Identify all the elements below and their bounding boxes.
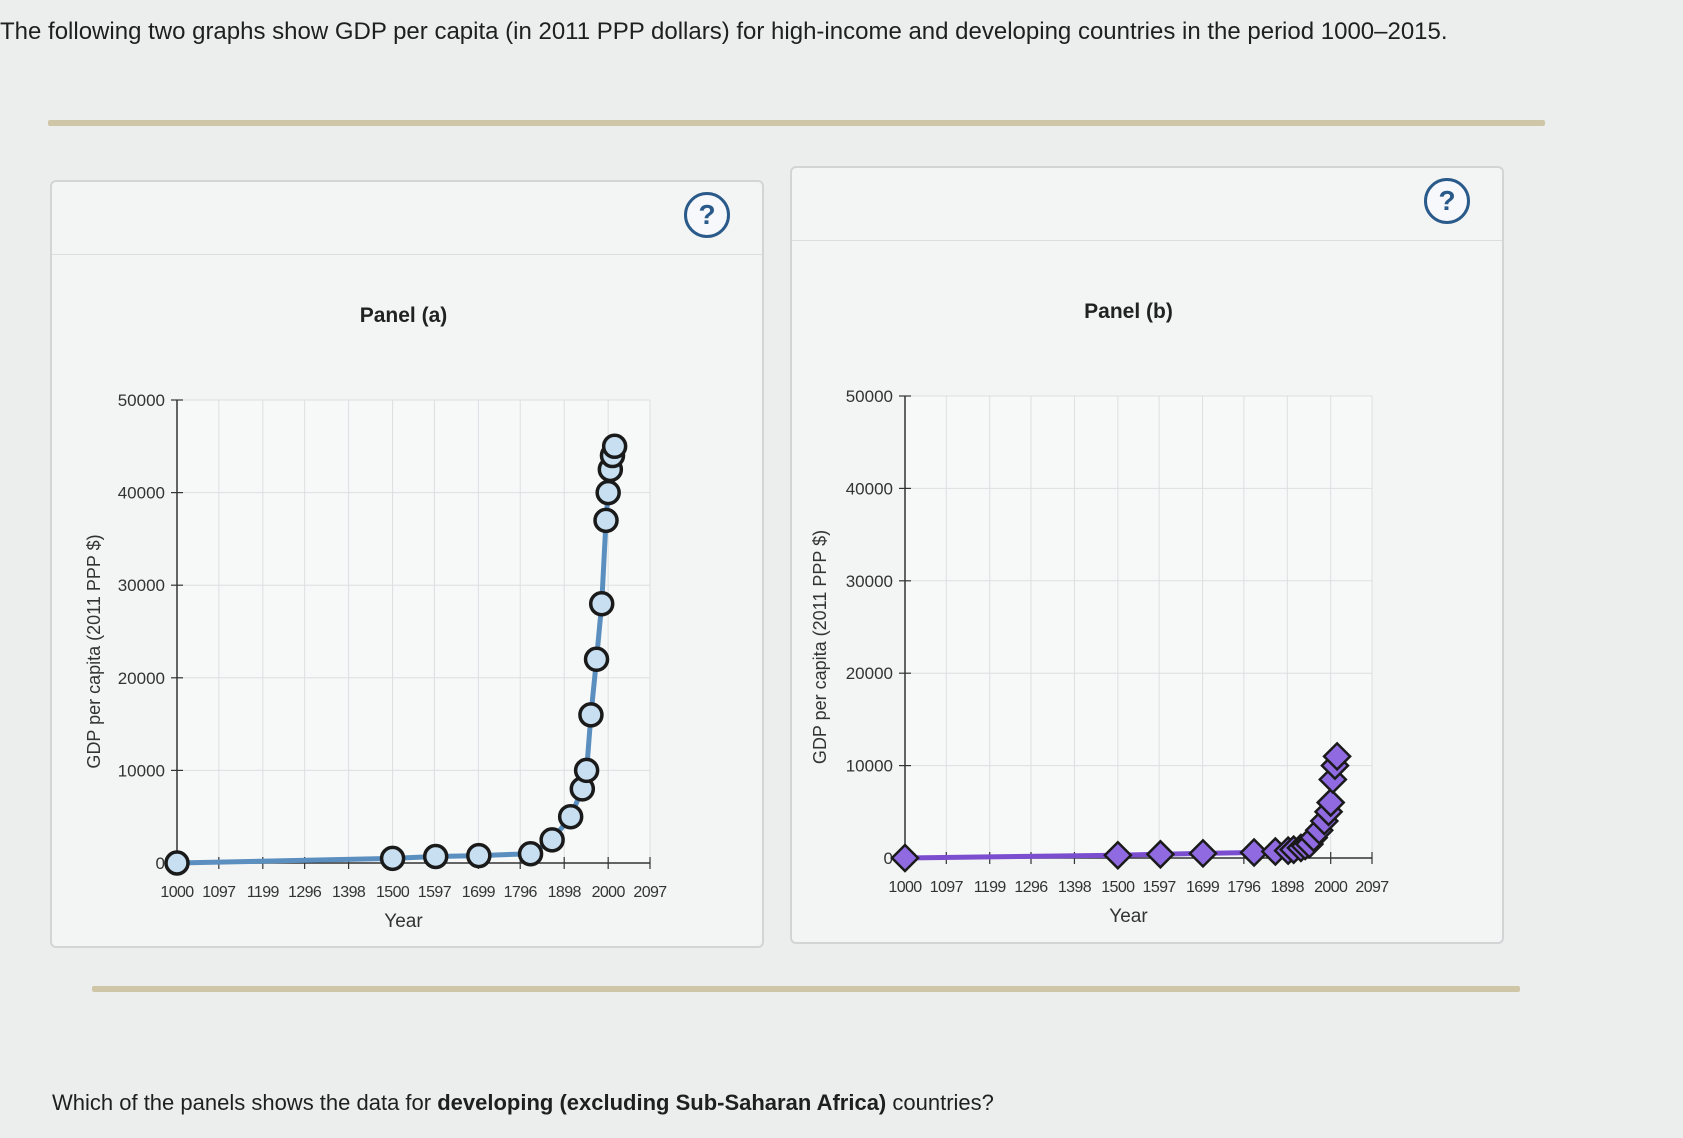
- question-prefix: Which of the panels shows the data for: [52, 1090, 438, 1115]
- panel-a-data-point: [466, 842, 492, 869]
- panel-a-y-tick-label: 20000: [118, 669, 165, 688]
- panel-b-x-label: Year: [1109, 906, 1148, 927]
- panel-b-data-point: [890, 843, 920, 873]
- panel-b-help-button[interactable]: ?: [1424, 178, 1470, 224]
- panel-b-data-point: [1322, 741, 1352, 772]
- panel-b-data-point: [1103, 840, 1133, 870]
- panel-a-data-point: [539, 827, 565, 853]
- question-emphasis: developing (excluding Sub-Saharan Africa…: [437, 1090, 887, 1115]
- panel-b-data-point: [1145, 839, 1176, 870]
- panel-b-x-tick-label: 2097: [1355, 879, 1389, 896]
- panel-b-data-point: [1188, 838, 1218, 869]
- question-mark-icon: ?: [1438, 185, 1456, 216]
- panel-a-x-tick-label: 1597: [418, 884, 452, 901]
- panel-a-data-point: [557, 803, 584, 830]
- panel-a-x-tick-label: 1000: [160, 884, 194, 901]
- panel-a-y-tick-label: 50000: [118, 391, 165, 410]
- panel-a-data-point: [601, 433, 628, 460]
- question-suffix: countries?: [886, 1090, 994, 1115]
- panel-a-x-tick-label: 1500: [376, 884, 410, 901]
- panel-a-data-point: [517, 840, 544, 867]
- bottom-divider: [92, 986, 1520, 992]
- panel-a-data-point: [422, 843, 449, 870]
- panel-a-data-point: [595, 479, 621, 506]
- panel-a-x-tick-label: 1097: [202, 884, 236, 901]
- panel-b-chart: 0 10000 20000 30000 40000 50000 1000 1097 1199 12…: [810, 300, 1390, 927]
- panel-a-header: [52, 182, 762, 255]
- panel-a: ? 0 10000 20000 30000 40000 50000 1000 1097 1199…: [50, 180, 764, 948]
- panel-b-y-tick-label: 0: [884, 849, 893, 868]
- panel-a-y-tick-label: 10000: [118, 761, 165, 780]
- panel-a-data-point: [164, 850, 190, 876]
- panel-b-x-tick-label: 1296: [1014, 879, 1048, 896]
- panel-a-x-tick-label: 2000: [592, 884, 626, 901]
- panel-b-x-tick-label: 1199: [974, 879, 1007, 896]
- panel-b-x-tick-label: 1796: [1227, 879, 1261, 896]
- panel-b-plot-area: [905, 396, 1372, 858]
- question-text: Which of the panels shows the data for d…: [52, 1090, 994, 1116]
- panel-b-y-label: GDP per capita (2011 PPP $): [810, 530, 830, 764]
- panel-b-header: [792, 168, 1502, 241]
- panel-b-x-tick-label: 1699: [1186, 879, 1220, 896]
- panel-a-y-tick-label: 30000: [118, 576, 165, 595]
- panel-b-y-tick-label: 10000: [846, 757, 893, 776]
- panel-b-x-tick-label: 1898: [1271, 879, 1305, 896]
- panel-a-chart: 0 10000 20000 30000 40000 50000 1000 1097 1199 12…: [84, 304, 668, 932]
- panel-b-y-tick-label: 30000: [846, 572, 893, 591]
- panel-a-y-tick-label: 0: [156, 854, 165, 873]
- panel-b-x-tick-label: 1597: [1143, 879, 1177, 896]
- panel-a-data-point: [593, 507, 619, 534]
- panel-a-x-tick-label: 1398: [332, 884, 366, 901]
- panel-b-data-point: [1239, 837, 1269, 868]
- panel-a-data-point: [573, 757, 600, 784]
- panel-b: ? 0 10000 20000 30000 40000 50000 1000 1097 1199…: [790, 166, 1504, 944]
- panel-a-x-tick-label: 1796: [504, 884, 538, 901]
- panel-a-x-tick-label: 1699: [462, 884, 496, 901]
- panel-a-data-point: [379, 845, 406, 872]
- panel-a-x-tick-label: 2097: [633, 884, 667, 901]
- panel-a-help-button[interactable]: ?: [684, 192, 730, 238]
- panel-b-y-tick-label: 40000: [846, 479, 893, 498]
- panel-b-x-tick-label: 1500: [1101, 879, 1135, 896]
- panel-a-data-point: [583, 646, 610, 673]
- top-divider: [48, 120, 1545, 126]
- panel-a-x-tick-label: 1296: [288, 884, 322, 901]
- intro-text: The following two graphs show GDP per ca…: [0, 18, 1448, 45]
- question-mark-icon: ?: [698, 199, 716, 230]
- panel-a-y-tick-label: 40000: [118, 484, 165, 503]
- panel-a-x-tick-label: 1898: [548, 884, 582, 901]
- panel-a-y-label: GDP per capita (2011 PPP $): [84, 534, 104, 768]
- panel-b-y-tick-label: 50000: [846, 387, 893, 406]
- panel-b-y-tick-label: 20000: [846, 664, 893, 683]
- panel-a-x-tick-label: 1199: [247, 884, 280, 901]
- panel-b-x-tick-label: 1000: [888, 879, 922, 896]
- panel-b-x-tick-label: 1097: [930, 879, 964, 896]
- panel-b-x-tick-label: 1398: [1058, 879, 1092, 896]
- panel-a-title: Panel (a): [360, 304, 448, 327]
- panel-b-title: Panel (b): [1084, 300, 1173, 323]
- panel-a-x-label: Year: [384, 911, 423, 932]
- panel-b-data-point: [1315, 787, 1346, 818]
- panel-b-x-tick-label: 2000: [1314, 879, 1348, 896]
- panel-a-data-point: [588, 590, 615, 617]
- panel-a-data-point: [578, 702, 604, 728]
